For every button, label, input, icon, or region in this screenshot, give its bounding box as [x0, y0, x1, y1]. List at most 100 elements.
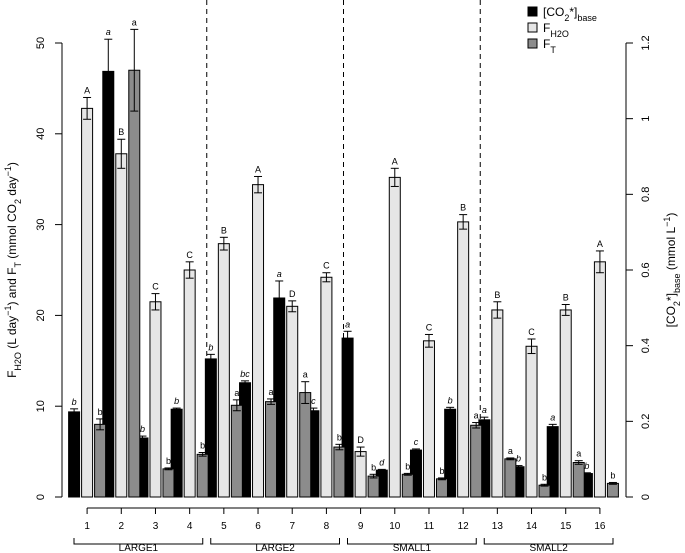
significance-letter: b: [542, 472, 547, 482]
right-axis-tick-label: 0.4: [640, 338, 652, 353]
bar: [333, 446, 346, 498]
significance-letter: B: [118, 127, 124, 137]
left-axis-tick-label: 0: [35, 494, 47, 500]
bar: [217, 243, 230, 498]
right-axis-tick-label: 1: [640, 116, 652, 122]
significance-letter: a: [508, 446, 513, 456]
significance-letter: c: [311, 396, 316, 406]
significance-letter: b: [371, 462, 376, 472]
x-axis-tick-label: 12: [458, 521, 470, 532]
x-axis-tick-label: 5: [221, 521, 227, 532]
significance-letter: a: [550, 412, 555, 422]
bar: [457, 221, 470, 498]
bar: [572, 461, 585, 498]
significance-letter: B: [494, 290, 500, 300]
legend-swatch: [527, 22, 538, 33]
x-axis-tick-label: 13: [492, 521, 504, 532]
significance-letter: A: [84, 85, 90, 95]
legend-swatch: [527, 6, 538, 17]
significance-letter: a: [303, 370, 308, 380]
significance-letter: A: [597, 239, 603, 249]
significance-letter: b: [448, 395, 453, 405]
significance-letter: b: [610, 470, 615, 480]
right-axis-tick-label: 1.2: [640, 35, 652, 50]
right-axis-tick-label: 0: [640, 494, 652, 500]
bar: [252, 184, 265, 498]
significance-letter: d: [379, 457, 385, 467]
x-axis-tick-label: 11: [424, 521, 435, 532]
legend-label: FT: [543, 37, 556, 55]
x-axis-tick-label: 4: [187, 521, 193, 532]
bar: [115, 153, 128, 498]
significance-letter: a: [345, 319, 350, 329]
significance-letter: C: [323, 261, 330, 271]
significance-letter: C: [528, 327, 535, 337]
bar: [265, 401, 278, 498]
left-axis-tick-label: 40: [35, 128, 47, 140]
bar: [401, 473, 414, 498]
right-axis-tick-label: 0.2: [640, 414, 652, 429]
bar: [593, 261, 606, 498]
bar: [286, 305, 299, 498]
bar: [94, 423, 107, 498]
bar: [196, 453, 209, 498]
significance-letter: b: [337, 432, 342, 442]
significance-letter: c: [414, 437, 419, 447]
legend-label: [CO2*]base: [543, 5, 597, 23]
x-axis-tick-label: 15: [560, 521, 572, 532]
group-label: LARGE1: [119, 543, 159, 553]
right-axis-title: [CO2*]base (mmol L−1): [662, 213, 682, 328]
significance-letter: B: [460, 203, 466, 213]
group-label: SMALL2: [529, 543, 568, 553]
significance-letter: B: [563, 293, 569, 303]
right-axis-tick-label: 0.6: [640, 262, 652, 277]
group-bracket: [347, 538, 477, 545]
x-axis-tick-label: 1: [84, 521, 90, 532]
significance-letter: C: [152, 282, 159, 292]
significance-letter: a: [474, 411, 479, 421]
bar: [559, 309, 572, 498]
bar: [320, 276, 333, 498]
significance-letter: A: [255, 164, 261, 174]
right-axis-tick-label: 0.8: [640, 187, 652, 202]
significance-letter: b: [516, 454, 521, 464]
significance-letter: a: [132, 17, 137, 27]
left-axis-title: FH2O (L day−1) and FT (mmol CO2 day−1): [3, 162, 23, 378]
group-bracket: [483, 538, 614, 545]
bar: [230, 404, 243, 498]
bar: [367, 475, 380, 498]
significance-letter: C: [186, 250, 193, 260]
x-axis-tick-label: 8: [324, 521, 330, 532]
left-axis-tick-label: 30: [35, 218, 47, 230]
bar: [183, 269, 196, 498]
left-axis-tick-label: 50: [35, 37, 47, 49]
bar: [491, 309, 504, 498]
bar: [68, 411, 81, 498]
significance-letter: A: [392, 156, 398, 166]
x-axis-tick-label: 6: [255, 521, 261, 532]
significance-letter: a: [576, 449, 581, 459]
significance-letter: b: [72, 397, 77, 407]
x-axis-tick-label: 16: [594, 521, 606, 532]
x-axis-tick-label: 2: [119, 521, 125, 532]
bar: [435, 478, 448, 498]
bar: [299, 392, 312, 498]
significance-letter: a: [269, 387, 274, 397]
bar: [538, 484, 551, 498]
significance-letter: b: [208, 342, 213, 352]
bar: [128, 69, 141, 498]
bar: [422, 340, 435, 498]
bar: [149, 301, 162, 498]
bar: [504, 458, 517, 498]
legend-swatch: [527, 38, 538, 49]
significance-letter: b: [140, 424, 145, 434]
significance-letter: C: [426, 322, 433, 332]
significance-letter: a: [234, 388, 239, 398]
x-axis-tick-label: 14: [526, 521, 538, 532]
bar: [354, 451, 367, 498]
x-axis-tick-label: 3: [153, 521, 159, 532]
bar: [162, 468, 175, 498]
significance-letter: D: [289, 289, 296, 299]
